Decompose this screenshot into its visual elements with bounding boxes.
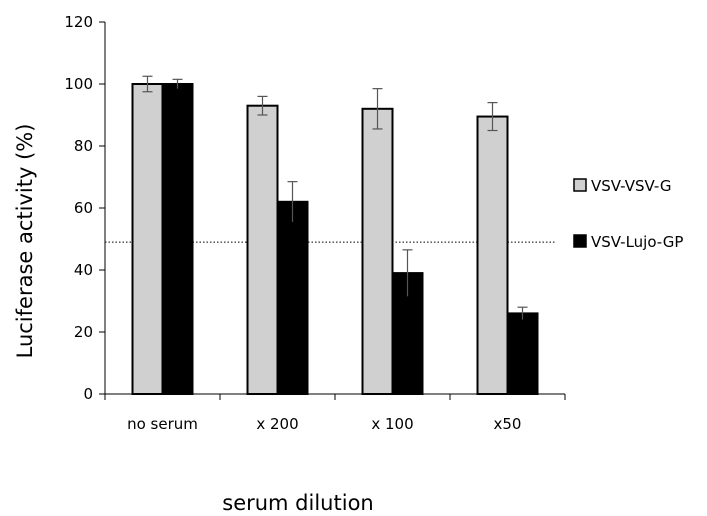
y-axis-title: Luciferase activity (%) (13, 124, 37, 359)
legend-swatch (573, 234, 587, 248)
bar-lujo-gp (276, 200, 309, 395)
x-tick-label: x 200 (256, 415, 298, 433)
y-axis: 0 20 40 60 80 100 120 (64, 13, 106, 403)
legend-swatch (573, 178, 587, 192)
y-tick-label: 40 (74, 261, 93, 279)
y-tick-label: 80 (74, 137, 93, 155)
y-tick-label: 100 (64, 75, 93, 93)
legend: VSV-VSV-G VSV-Lujo-GP (573, 177, 683, 251)
bar-lujo-gp (506, 312, 539, 395)
x-axis-title: serum dilution (222, 491, 373, 515)
y-tick-label: 120 (64, 13, 93, 31)
y-tick-label: 60 (74, 199, 93, 217)
y-tick-label: 20 (74, 323, 93, 341)
x-tick-label: x 100 (371, 415, 413, 433)
bar-vsv-g (476, 115, 509, 396)
bars (131, 83, 539, 396)
legend-label: VSV-Lujo-GP (591, 233, 683, 251)
x-tick-label: x50 (494, 415, 522, 433)
x-tick-label: no serum (127, 415, 198, 433)
legend-label: VSV-VSV-G (591, 177, 671, 195)
x-axis: no serum x 200 x 100 x50 (104, 393, 566, 433)
bar-vsv-g (361, 107, 394, 396)
bar-vsv-g (246, 104, 279, 395)
error-bars (142, 75, 528, 320)
bar-lujo-gp (161, 83, 194, 395)
bar-vsv-g (131, 83, 164, 395)
y-tick-label: 0 (83, 385, 93, 403)
